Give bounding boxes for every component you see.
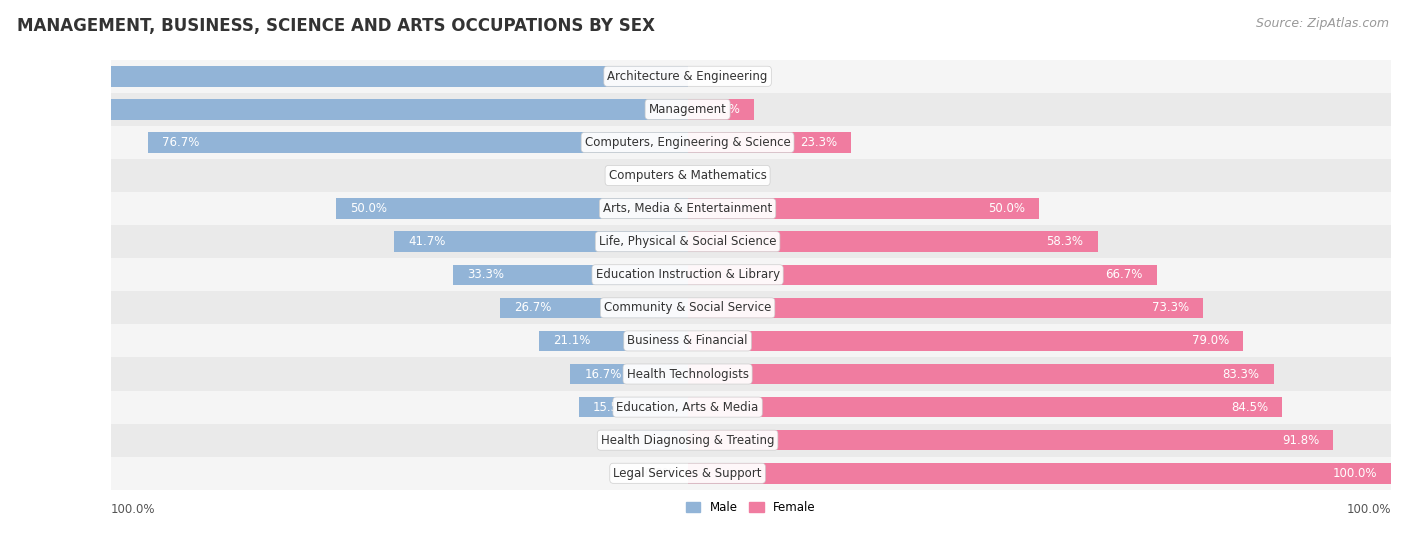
Text: 23.3%: 23.3% bbox=[800, 136, 838, 149]
Bar bbox=[688, 99, 754, 120]
Bar bbox=[336, 198, 688, 219]
Bar bbox=[578, 397, 688, 418]
Text: 100.0%: 100.0% bbox=[1347, 503, 1391, 516]
Text: 26.7%: 26.7% bbox=[513, 301, 551, 314]
Text: Arts, Media & Entertainment: Arts, Media & Entertainment bbox=[603, 202, 772, 215]
Text: 33.3%: 33.3% bbox=[467, 268, 505, 281]
Text: 100.0%: 100.0% bbox=[0, 70, 42, 83]
Text: Education Instruction & Library: Education Instruction & Library bbox=[596, 268, 780, 281]
Bar bbox=[499, 297, 688, 318]
Text: Business & Financial: Business & Financial bbox=[627, 334, 748, 348]
Bar bbox=[0, 66, 688, 87]
Text: 15.5%: 15.5% bbox=[593, 401, 630, 414]
Text: Source: ZipAtlas.com: Source: ZipAtlas.com bbox=[1256, 17, 1389, 30]
Text: 76.7%: 76.7% bbox=[162, 136, 200, 149]
Bar bbox=[688, 463, 1391, 484]
Bar bbox=[538, 331, 688, 351]
Text: 83.3%: 83.3% bbox=[1222, 367, 1260, 381]
Bar bbox=[111, 225, 1391, 258]
Bar bbox=[111, 291, 1391, 324]
Text: 41.7%: 41.7% bbox=[408, 235, 446, 248]
Text: Life, Physical & Social Science: Life, Physical & Social Science bbox=[599, 235, 776, 248]
Text: Computers, Engineering & Science: Computers, Engineering & Science bbox=[585, 136, 790, 149]
Bar bbox=[688, 397, 1282, 418]
Text: 79.0%: 79.0% bbox=[1192, 334, 1229, 348]
Bar bbox=[688, 132, 852, 153]
Bar bbox=[111, 424, 1391, 457]
Bar bbox=[111, 324, 1391, 357]
Bar bbox=[111, 93, 1391, 126]
Bar bbox=[688, 297, 1204, 318]
Text: 50.0%: 50.0% bbox=[350, 202, 387, 215]
Text: Community & Social Service: Community & Social Service bbox=[605, 301, 772, 314]
Text: Management: Management bbox=[648, 103, 727, 116]
Text: Health Diagnosing & Treating: Health Diagnosing & Treating bbox=[600, 434, 775, 447]
Bar bbox=[148, 132, 688, 153]
Bar bbox=[569, 364, 688, 384]
Bar bbox=[111, 258, 1391, 291]
Text: 91.8%: 91.8% bbox=[1282, 434, 1319, 447]
Text: 0.0%: 0.0% bbox=[702, 70, 731, 83]
Text: Education, Arts & Media: Education, Arts & Media bbox=[616, 401, 759, 414]
Text: 21.1%: 21.1% bbox=[553, 334, 591, 348]
Text: 58.3%: 58.3% bbox=[1046, 235, 1084, 248]
Text: 73.3%: 73.3% bbox=[1152, 301, 1189, 314]
Text: Computers & Mathematics: Computers & Mathematics bbox=[609, 169, 766, 182]
Bar bbox=[688, 198, 1039, 219]
Bar bbox=[630, 430, 688, 451]
Bar bbox=[453, 264, 688, 285]
Text: 100.0%: 100.0% bbox=[1333, 467, 1376, 480]
Bar bbox=[51, 99, 688, 120]
Text: 9.4%: 9.4% bbox=[710, 103, 740, 116]
Bar bbox=[111, 126, 1391, 159]
Text: 0.0%: 0.0% bbox=[644, 169, 673, 182]
Text: 8.2%: 8.2% bbox=[644, 434, 673, 447]
Text: MANAGEMENT, BUSINESS, SCIENCE AND ARTS OCCUPATIONS BY SEX: MANAGEMENT, BUSINESS, SCIENCE AND ARTS O… bbox=[17, 17, 655, 35]
Bar bbox=[111, 391, 1391, 424]
Text: Legal Services & Support: Legal Services & Support bbox=[613, 467, 762, 480]
Text: Health Technologists: Health Technologists bbox=[627, 367, 748, 381]
Bar bbox=[688, 331, 1243, 351]
Text: 90.6%: 90.6% bbox=[65, 103, 101, 116]
Bar bbox=[111, 159, 1391, 192]
Bar bbox=[111, 357, 1391, 391]
Bar bbox=[111, 192, 1391, 225]
Text: 66.7%: 66.7% bbox=[1105, 268, 1143, 281]
Bar bbox=[688, 264, 1157, 285]
Bar bbox=[111, 457, 1391, 490]
Bar bbox=[688, 231, 1098, 252]
Bar bbox=[688, 430, 1333, 451]
Bar bbox=[394, 231, 688, 252]
Text: 0.0%: 0.0% bbox=[702, 169, 731, 182]
Text: 0.0%: 0.0% bbox=[644, 467, 673, 480]
Text: 50.0%: 50.0% bbox=[988, 202, 1025, 215]
Text: 16.7%: 16.7% bbox=[583, 367, 621, 381]
Bar bbox=[111, 60, 1391, 93]
Text: Architecture & Engineering: Architecture & Engineering bbox=[607, 70, 768, 83]
Text: 84.5%: 84.5% bbox=[1230, 401, 1268, 414]
Bar bbox=[688, 364, 1274, 384]
Legend: Male, Female: Male, Female bbox=[686, 501, 815, 514]
Text: 100.0%: 100.0% bbox=[111, 503, 155, 516]
